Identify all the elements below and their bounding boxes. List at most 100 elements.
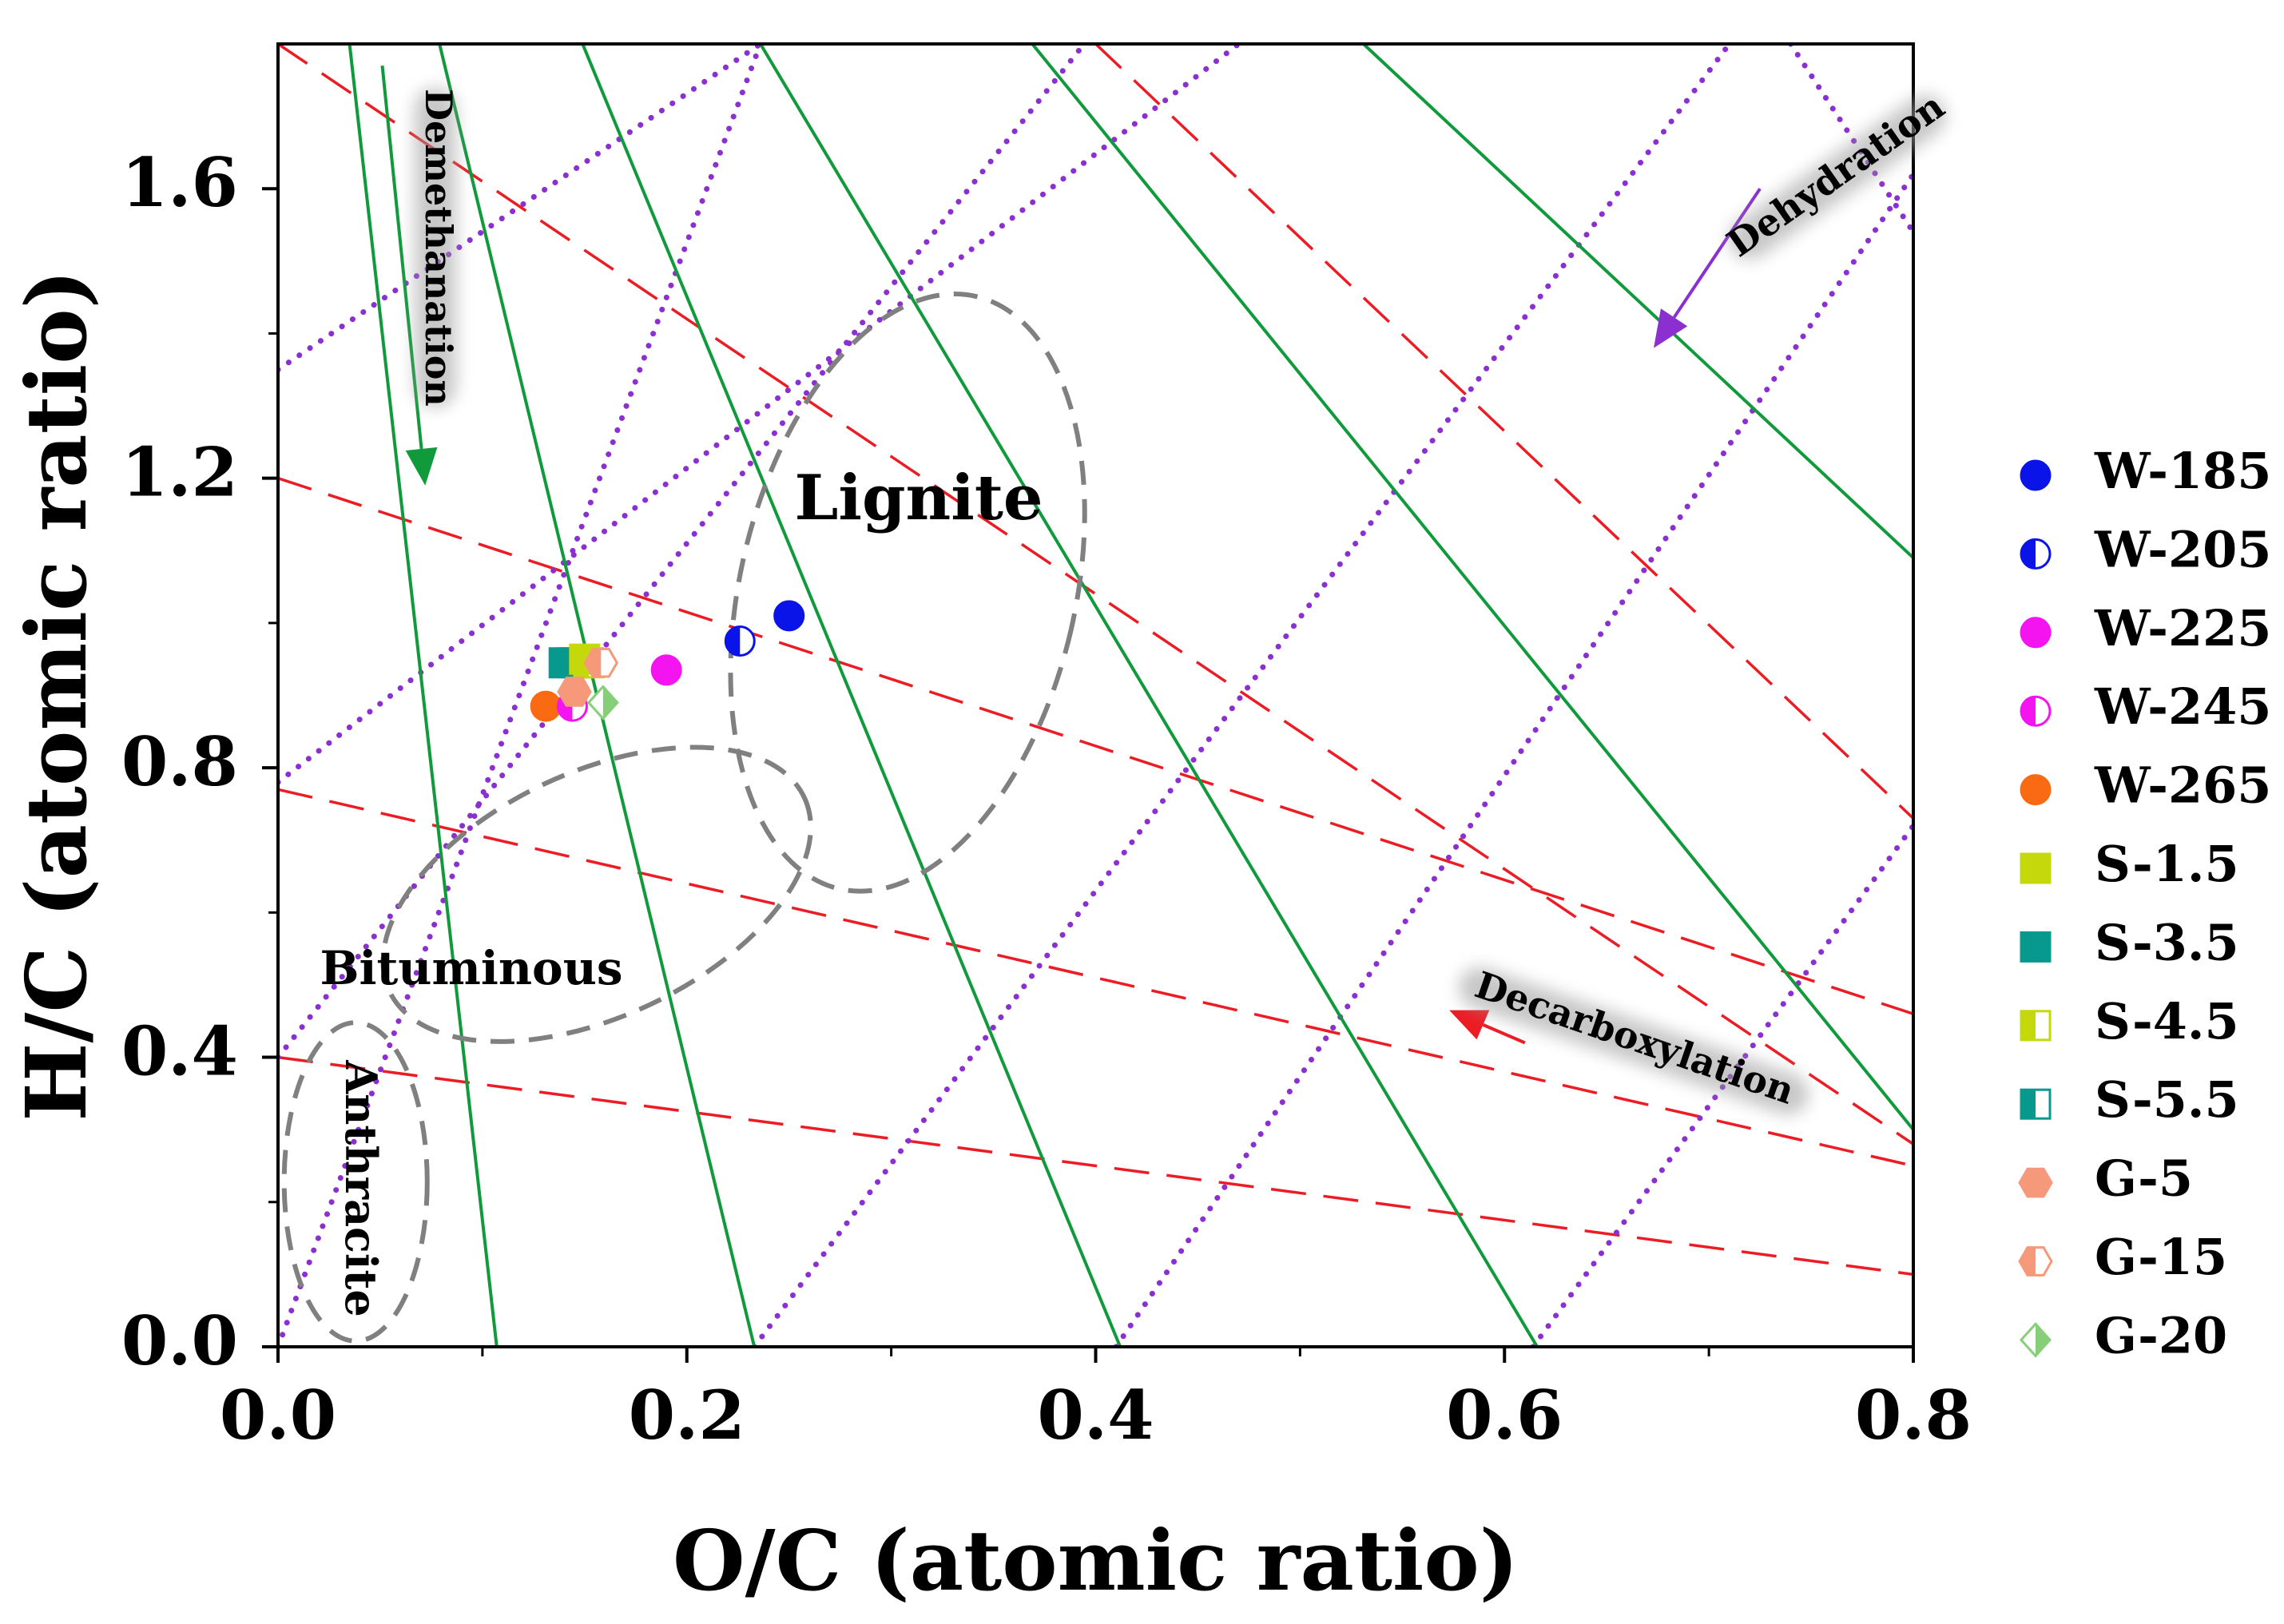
legend-label-w-245: W-245 <box>2094 677 2271 736</box>
x-tick-label-3: 0.6 <box>1446 1376 1563 1455</box>
legend-marker-g-5-shape <box>2020 1169 2052 1197</box>
y-axis-label: H/C (atomic ratio) <box>7 269 105 1122</box>
dashed-line-5 <box>1094 44 1913 820</box>
dotted-line-1 <box>278 44 764 1347</box>
dehydration-label: Dehydration <box>1719 84 1952 265</box>
legend-label-s-4.5: S-4.5 <box>2095 992 2239 1050</box>
legend-label-w-265: W-265 <box>2094 756 2271 815</box>
y-tick-label-0: 0.0 <box>121 1301 238 1380</box>
legend-entry-s-5.5: S-5.5 <box>2020 1070 2239 1129</box>
point-w-205-shape <box>725 625 741 657</box>
legend-marker-s-4.5-shape <box>2021 1011 2036 1040</box>
legend-label-s-3.5: S-3.5 <box>2095 913 2239 971</box>
legend-label-s-5.5: S-5.5 <box>2095 1070 2239 1129</box>
legend-marker-s-1.5-shape <box>2021 854 2050 883</box>
legend-marker-w-225-shape <box>2020 617 2051 648</box>
y-tick-label-1: 0.4 <box>121 1012 238 1091</box>
solid-line-6 <box>1362 44 1913 559</box>
point-g-20 <box>586 685 619 721</box>
legend-entry-g-20: G-20 <box>2019 1306 2227 1364</box>
legend-entry-w-205: W-205 <box>2020 520 2271 578</box>
bituminous-label: Bituminous <box>320 941 622 995</box>
legend-entry-w-185: W-185 <box>2020 442 2271 500</box>
legend-label-g-5: G-5 <box>2095 1150 2193 1208</box>
legend-entry-w-265: W-265 <box>2020 756 2271 815</box>
dehydration-arrowhead <box>1654 308 1688 348</box>
point-w-185-shape <box>773 600 804 631</box>
dotted-line-3 <box>278 44 1242 785</box>
point-g-15-shape <box>585 649 602 677</box>
x-tick-label-0: 0.0 <box>220 1376 336 1455</box>
plot-frame <box>276 42 1915 1348</box>
demethanation-arrowhead <box>405 447 438 486</box>
legend-label-g-15: G-15 <box>2095 1228 2227 1286</box>
point-g-15 <box>583 647 619 678</box>
point-w-205 <box>724 625 756 657</box>
solid-line-4 <box>759 44 1539 1347</box>
legend-entry-s-1.5: S-1.5 <box>2020 835 2239 893</box>
legend-label-s-1.5: S-1.5 <box>2095 835 2239 893</box>
dehydration-shadow <box>1729 95 1946 260</box>
demethanation-group: Demethanation <box>415 88 460 407</box>
dehydration-arrow-line <box>1672 188 1762 319</box>
solid-line-1 <box>348 44 499 1347</box>
point-g-20-shape <box>602 686 618 719</box>
y-tick-label-3: 1.2 <box>121 433 238 512</box>
region-ellipses <box>281 292 1087 1344</box>
dotted-line-2 <box>278 44 1088 1061</box>
x-tick-label-4: 0.8 <box>1855 1376 1972 1455</box>
legend-entry-w-225: W-225 <box>2020 599 2271 657</box>
y-tick-label-2: 0.8 <box>121 722 238 801</box>
legend-marker-w-245-shape <box>2020 696 2036 727</box>
data-points <box>530 600 805 722</box>
dotted-line-5 <box>751 44 1733 1347</box>
dashed-line-2 <box>278 477 1913 1015</box>
legend-entry-g-5: G-5 <box>2018 1150 2193 1208</box>
legend-marker-w-265-shape <box>2020 774 2051 805</box>
decarboxylation-shadow <box>1459 967 1809 1115</box>
anthracite-region-ellipse <box>281 1020 430 1344</box>
demethanation-label: Demethanation <box>417 89 460 407</box>
legend-marker-g-15-shape <box>2020 1247 2036 1276</box>
legend-marker-w-185-shape <box>2020 460 2051 490</box>
legend: W-185 W-205 W-225 W-245 W-265 S-1.5 S-3.5 S-4.5… <box>2018 442 2271 1364</box>
lignite-label: Lignite <box>794 462 1043 534</box>
point-w-225-shape <box>651 654 682 685</box>
axes: 0.0 0.2 0.4 0.6 0.8 0.0 0.4 0.8 1.2 1.6 O/C (atomi… <box>7 42 1972 1610</box>
legend-label-g-20: G-20 <box>2095 1306 2227 1364</box>
point-w-265-shape <box>530 691 562 722</box>
point-w-185 <box>773 600 805 632</box>
legend-label-w-205: W-205 <box>2094 520 2271 578</box>
point-w-265 <box>530 690 562 722</box>
dashed-line-4 <box>278 1055 1913 1277</box>
anthracite-label: Anthracite <box>336 1059 387 1317</box>
x-tick-label-1: 0.2 <box>629 1376 745 1455</box>
decarboxylation-label: Decarboxylation <box>1470 963 1800 1113</box>
bituminous-region-ellipse <box>380 744 813 1044</box>
solid-line-5 <box>1031 44 1913 1131</box>
y-tick-label-4: 1.6 <box>121 143 238 222</box>
overlay-lines <box>278 44 1913 1347</box>
legend-label-w-185: W-185 <box>2094 442 2271 500</box>
legend-label-w-225: W-225 <box>2094 599 2271 657</box>
demethanation-shadow <box>415 88 456 407</box>
dotted-line-8 <box>1787 44 1913 236</box>
dashed-line-1 <box>278 44 1913 1146</box>
region-labels: Lignite Bituminous Anthracite <box>320 462 1043 1317</box>
legend-marker-s-3.5-shape <box>2021 932 2050 962</box>
decarboxylation-group: Decarboxylation <box>1459 963 1809 1115</box>
solid-line-3 <box>581 44 1122 1347</box>
legend-entry-w-245: W-245 <box>2020 677 2271 736</box>
dotted-line-6 <box>1113 171 1913 1347</box>
legend-entry-g-15: G-15 <box>2018 1228 2227 1286</box>
decarboxylation-arrow-line <box>1482 1023 1526 1045</box>
legend-marker-s-5.5-shape <box>2021 1090 2036 1119</box>
point-w-225 <box>650 654 682 686</box>
legend-marker-g-20-shape <box>2036 1324 2050 1356</box>
legend-entry-s-3.5: S-3.5 <box>2020 913 2239 971</box>
decarboxylation-arrowhead <box>1449 1010 1490 1040</box>
legend-entry-s-4.5: S-4.5 <box>2020 992 2239 1050</box>
point-g-5 <box>557 677 592 707</box>
lignite-region-ellipse <box>728 292 1087 894</box>
